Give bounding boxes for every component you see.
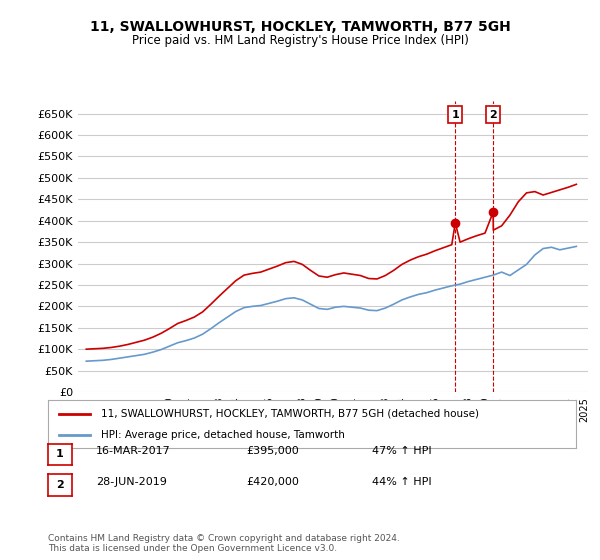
- Text: 47% ↑ HPI: 47% ↑ HPI: [372, 446, 431, 456]
- Text: HPI: Average price, detached house, Tamworth: HPI: Average price, detached house, Tamw…: [101, 430, 344, 440]
- Text: 2: 2: [489, 110, 497, 119]
- Text: 11, SWALLOWHURST, HOCKLEY, TAMWORTH, B77 5GH: 11, SWALLOWHURST, HOCKLEY, TAMWORTH, B77…: [89, 20, 511, 34]
- Text: 1: 1: [56, 449, 64, 459]
- Text: 16-MAR-2017: 16-MAR-2017: [96, 446, 171, 456]
- Text: 11, SWALLOWHURST, HOCKLEY, TAMWORTH, B77 5GH (detached house): 11, SWALLOWHURST, HOCKLEY, TAMWORTH, B77…: [101, 409, 479, 419]
- Text: £395,000: £395,000: [246, 446, 299, 456]
- Text: 2: 2: [56, 480, 64, 490]
- Text: £420,000: £420,000: [246, 477, 299, 487]
- Text: 28-JUN-2019: 28-JUN-2019: [96, 477, 167, 487]
- Text: 44% ↑ HPI: 44% ↑ HPI: [372, 477, 431, 487]
- Text: Contains HM Land Registry data © Crown copyright and database right 2024.
This d: Contains HM Land Registry data © Crown c…: [48, 534, 400, 553]
- Text: Price paid vs. HM Land Registry's House Price Index (HPI): Price paid vs. HM Land Registry's House …: [131, 34, 469, 46]
- Text: 1: 1: [451, 110, 459, 119]
